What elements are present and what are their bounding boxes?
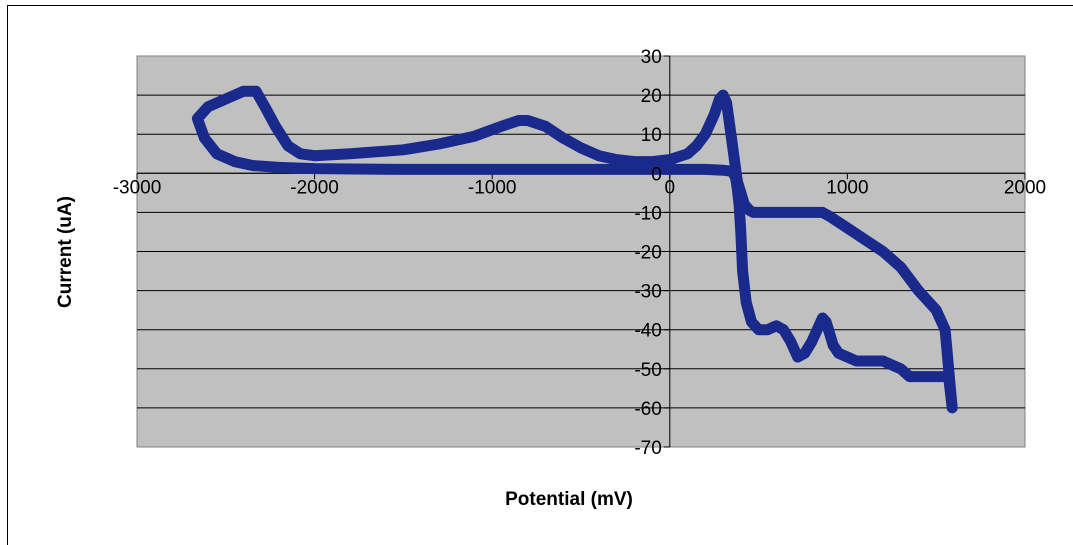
y-tick-label-6: -30 (634, 282, 661, 303)
y-tick-label-3: 0 (651, 164, 662, 185)
x-tick-label-4: 1000 (826, 177, 868, 198)
y-tick-label-2: 10 (641, 125, 662, 146)
y-tick-label-0: 30 (641, 47, 662, 68)
y-tick-label-5: -20 (634, 243, 661, 264)
y-tick-label-1: 20 (641, 86, 662, 107)
y-tick-label-8: -50 (634, 360, 661, 381)
x-tick-label-5: 2000 (1004, 177, 1046, 198)
y-tick-label-9: -60 (634, 399, 661, 420)
series-layer (191, 85, 958, 414)
chart-frame (7, 5, 1073, 545)
y-tick-label-7: -40 (634, 321, 661, 342)
x-axis-title: Potential (mV) (505, 489, 633, 510)
x-tick-label-3: 0 (665, 177, 676, 198)
tick-labels: -3000 -2000 -1000 0 1000 20003020100-10-20-30… (113, 47, 1046, 459)
x-tick-label-1: -2000 (290, 177, 339, 198)
series-line (191, 85, 958, 414)
y-axis-title: Current (uA) (55, 196, 76, 308)
x-tick-label-2: -1000 (468, 177, 517, 198)
y-tick-label-10: -70 (634, 438, 661, 459)
x-tick-label-0: -3000 (113, 177, 162, 198)
y-tick-label-4: -10 (634, 203, 661, 224)
